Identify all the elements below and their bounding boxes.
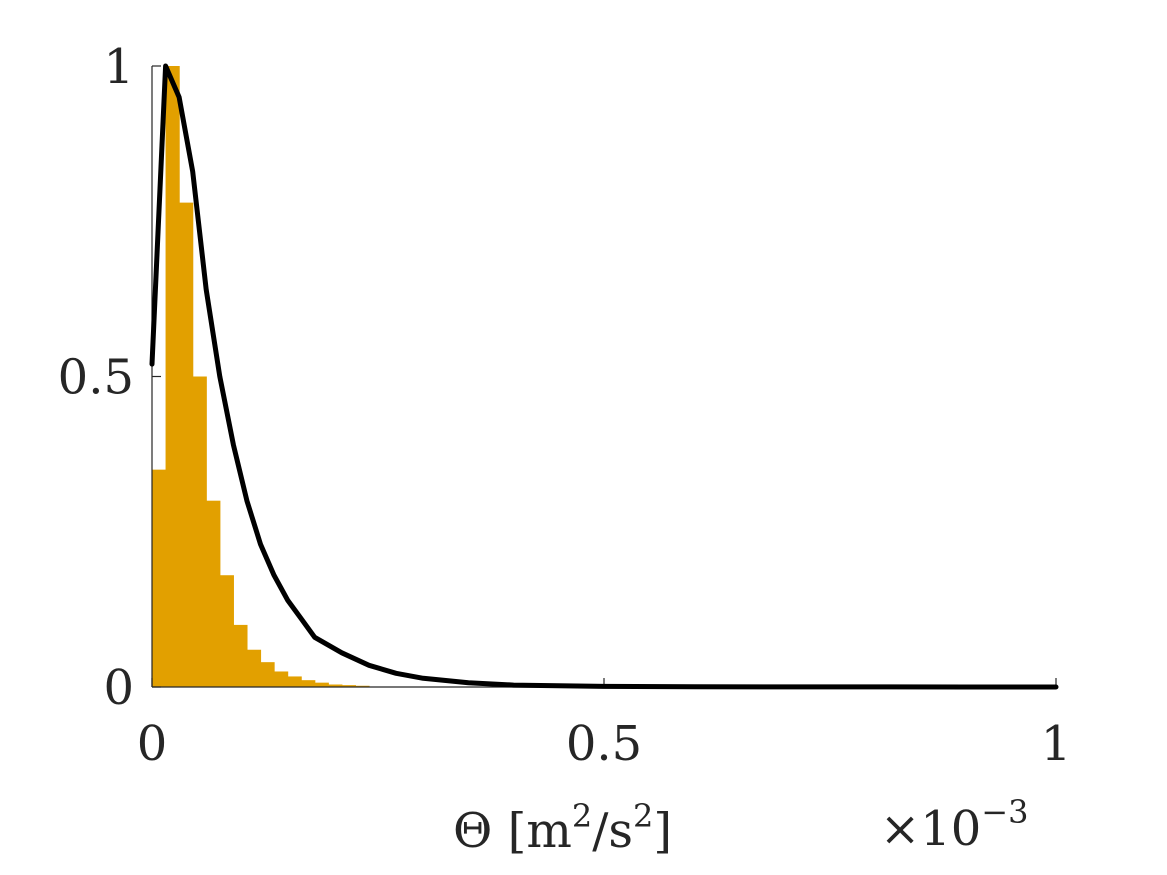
histogram-bar xyxy=(219,575,234,687)
axes xyxy=(151,65,1057,688)
x-tick-label: 0 xyxy=(137,716,168,772)
histogram-bar xyxy=(165,66,180,687)
histogram-bar xyxy=(314,682,329,687)
y-tick-label: 0.5 xyxy=(58,350,134,406)
histogram-bars xyxy=(152,66,370,687)
histogram-bar xyxy=(287,676,302,687)
histogram-bar xyxy=(260,662,275,687)
histogram-bar xyxy=(179,202,194,687)
histogram-bar xyxy=(328,684,343,687)
histogram-bar xyxy=(246,649,262,687)
x-tick-label: 1 xyxy=(1041,716,1072,772)
histogram-bar xyxy=(341,685,356,687)
x-axis-multiplier: ×10−3 xyxy=(880,793,1028,857)
pdf-curve xyxy=(149,63,1059,690)
histogram-bar xyxy=(206,500,221,687)
histogram-bar xyxy=(233,624,248,687)
histogram-bar xyxy=(274,671,289,687)
curve-layer xyxy=(149,63,1059,690)
histogram-bar xyxy=(152,469,167,687)
y-tick-label: 1 xyxy=(103,39,134,95)
y-tick-label: 0 xyxy=(103,660,134,716)
x-tick-label: 0.5 xyxy=(566,716,642,772)
histogram-bar xyxy=(301,680,316,687)
histogram-bar xyxy=(192,376,207,687)
histogram-bar xyxy=(355,685,370,687)
x-axis-title: Θ [m2/s2] xyxy=(453,797,672,859)
tick-labels: 0 0.5 1 0 0.5 1 xyxy=(58,39,1072,772)
